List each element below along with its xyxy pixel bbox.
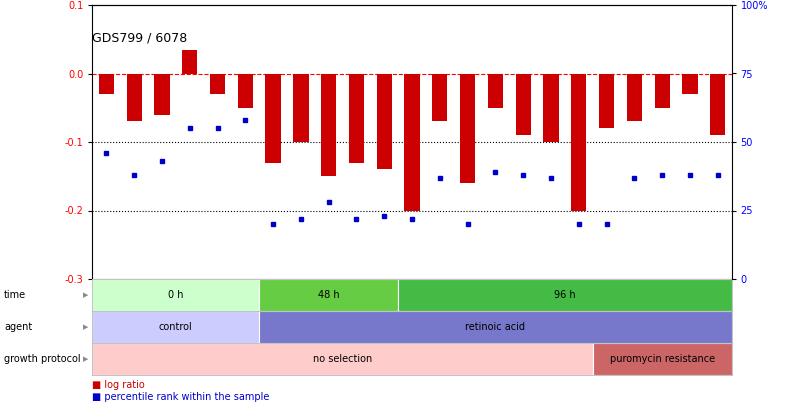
Text: agent: agent: [4, 322, 32, 332]
Bar: [92, 279, 259, 311]
Text: ■ log ratio: ■ log ratio: [92, 381, 145, 390]
Bar: [709, 73, 724, 135]
Bar: [626, 73, 642, 122]
Bar: [238, 73, 253, 108]
Text: control: control: [159, 322, 193, 332]
Text: ▶: ▶: [83, 324, 88, 330]
Text: retinoic acid: retinoic acid: [465, 322, 525, 332]
Bar: [515, 73, 530, 135]
Bar: [487, 73, 503, 108]
Bar: [592, 343, 731, 375]
Text: ▶: ▶: [83, 356, 88, 362]
Bar: [92, 343, 592, 375]
Bar: [459, 73, 475, 183]
Text: growth protocol: growth protocol: [4, 354, 80, 364]
Bar: [598, 73, 613, 128]
Bar: [543, 73, 558, 142]
Bar: [259, 279, 397, 311]
Bar: [654, 73, 669, 108]
Bar: [259, 311, 731, 343]
Bar: [376, 73, 391, 169]
Bar: [397, 279, 731, 311]
Text: time: time: [4, 290, 26, 300]
Text: ■ percentile rank within the sample: ■ percentile rank within the sample: [92, 392, 270, 403]
Text: no selection: no selection: [312, 354, 372, 364]
Bar: [126, 73, 141, 122]
Text: ▶: ▶: [83, 292, 88, 298]
Bar: [404, 73, 419, 211]
Bar: [320, 73, 336, 176]
Bar: [181, 49, 197, 73]
Text: 48 h: 48 h: [317, 290, 339, 300]
Bar: [432, 73, 447, 122]
Bar: [349, 73, 364, 162]
Bar: [293, 73, 308, 142]
Text: puromycin resistance: puromycin resistance: [609, 354, 714, 364]
Bar: [154, 73, 169, 115]
Bar: [265, 73, 280, 162]
Bar: [682, 73, 697, 94]
Bar: [570, 73, 585, 211]
Text: GDS799 / 6078: GDS799 / 6078: [92, 32, 187, 45]
Text: 0 h: 0 h: [168, 290, 183, 300]
Bar: [210, 73, 225, 94]
Text: 96 h: 96 h: [553, 290, 575, 300]
Bar: [92, 311, 259, 343]
Bar: [99, 73, 114, 94]
